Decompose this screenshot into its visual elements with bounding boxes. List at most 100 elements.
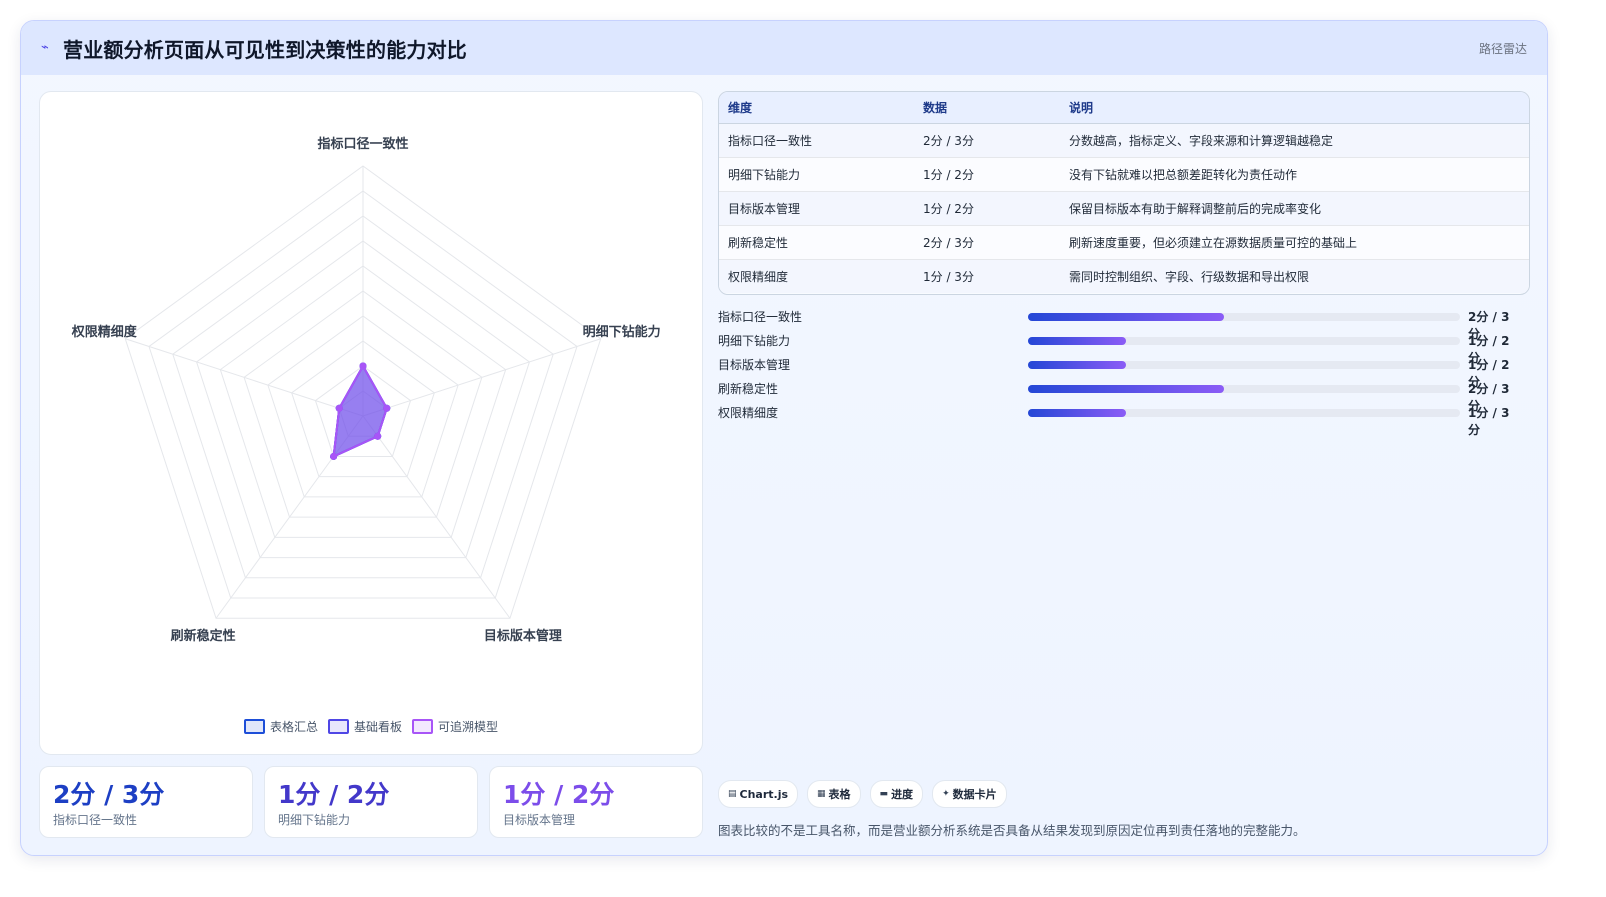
progress-label: 指标口径一致性 [718,310,803,324]
progress-fill [1028,361,1127,369]
progress-track [1028,313,1460,321]
progress-row: 目标版本管理 1分 / 2分 [718,353,1518,389]
radar-data-point [330,452,338,460]
stat-value: 1分 / 2分 [503,780,615,809]
table-cell: 保留目标版本有助于解释调整前后的完成率变化 [1060,191,1529,226]
chip-progress[interactable]: ▬ 进度 [869,780,924,808]
progress-label: 目标版本管理 [718,358,791,372]
column-header-data: 数据 [914,92,1060,124]
table-cell: 1分 / 2分 [914,191,1060,226]
chip-data-card[interactable]: ✦ 数据卡片 [932,780,1007,808]
comparison-table: 维度 数据 说明 指标口径一致性 2分 / 3分 分数越高，指标定义、字段来源和… [718,91,1530,295]
tag-chips: ▤ Chart.js ▦ 表格 ▬ 进度 ✦ 数据卡片 [718,780,1007,808]
radar-axis-label: 目标版本管理 [484,628,562,644]
table-row: 刷新稳定性 2分 / 3分 刷新速度重要，但必须建立在源数据质量可控的基础上 [719,225,1529,260]
progress-row: 权限精细度 1分 / 3分 [718,401,1518,437]
progress-row: 明细下钻能力 1分 / 2分 [718,329,1518,365]
table-cell: 明细下钻能力 [719,157,914,192]
radar-chart-card: 指标口径一致性 明细下钻能力 目标版本管理 刷新稳定性 权限精细度 表格汇总 基础看板 可追… [39,91,703,755]
progress-row: 刷新稳定性 2分 / 3分 [718,377,1518,413]
table-cell: 2分 / 3分 [914,225,1060,260]
progress-fill [1028,313,1225,321]
stat-value: 2分 / 3分 [53,780,165,809]
table-row: 目标版本管理 1分 / 2分 保留目标版本有助于解释调整前后的完成率变化 [719,191,1529,226]
table-row: 明细下钻能力 1分 / 2分 没有下钻就难以把总额差距转化为责任动作 [719,157,1529,192]
stat-card-1: 2分 / 3分 指标口径一致性 [39,766,253,838]
progress-icon: ▬ [879,789,889,799]
radar-grid-ring [243,290,483,518]
stat-label: 目标版本管理 [503,813,576,827]
radar-grid-ring [219,265,507,538]
radar-grid-ring [124,165,602,619]
radar-axis-label: 权限精细度 [71,324,138,340]
table-header-row: 维度 数据 说明 [719,92,1529,124]
table-cell: 2分 / 3分 [914,123,1060,158]
table-cell: 1分 / 2分 [914,157,1060,192]
progress-fill [1028,385,1225,393]
progress-track [1028,337,1460,345]
table-cell: 目标版本管理 [719,191,914,226]
line-chart-icon: ⌁ [41,40,49,55]
radar-data-point [383,404,391,412]
stat-card-3: 1分 / 2分 目标版本管理 [489,766,703,838]
radar-grid-ring [314,365,412,457]
radar-grid-ring [148,190,578,599]
chart-legend: 表格汇总 基础看板 可追溯模型 [40,718,702,735]
progress-value: 1分 / 2分 [1468,358,1510,389]
table-cell: 指标口径一致性 [719,123,914,158]
column-header-description: 说明 [1060,92,1529,124]
radar-axis-line [125,338,364,417]
table-row: 指标口径一致性 2分 / 3分 分数越高，指标定义、字段来源和计算逻辑越稳定 [719,123,1529,158]
table-cell: 刷新稳定性 [719,225,914,260]
progress-list: 指标口径一致性 2分 / 3分 明细下钻能力 1分 / 2分 目标版本管理 1分… [718,305,1518,437]
progress-value: 1分 / 3分 [1468,406,1510,437]
radar-data-point [374,432,382,440]
progress-label: 权限精细度 [718,406,779,420]
progress-fill [1028,337,1127,345]
stat-label: 指标口径一致性 [53,813,138,827]
legend-item[interactable]: 基础看板 [327,718,402,735]
chip-label: 进度 [891,788,914,801]
legend-label: 可追溯模型 [438,720,499,734]
chip-chartjs[interactable]: ▤ Chart.js [718,780,799,808]
chip-label: 数据卡片 [952,788,997,801]
progress-label: 明细下钻能力 [718,334,791,348]
radar-axis-line [362,338,601,417]
table-cell: 分数越高，指标定义、字段来源和计算逻辑越稳定 [1060,123,1529,158]
legend-swatch [412,719,433,734]
legend-swatch [243,719,265,734]
table-icon: ▦ [817,789,826,799]
legend-label: 表格汇总 [269,720,318,734]
stat-card-2: 1分 / 2分 明细下钻能力 [264,766,478,838]
progress-label: 刷新稳定性 [718,382,779,396]
radar-grid-ring [291,340,435,478]
table-cell: 1分 / 3分 [914,259,1060,293]
progress-track [1028,361,1460,369]
legend-label: 基础看板 [353,720,402,734]
table-cell: 权限精细度 [719,259,914,293]
footer-note: 图表比较的不是工具名称，而是营业额分析系统是否具备从结果发现到原因定位再到责任落… [718,823,1306,838]
radar-data-point [335,404,343,412]
radar-axis-label: 明细下钻能力 [583,324,661,340]
radar-axis-label: 指标口径一致性 [317,136,408,152]
radar-axis-line [362,415,511,619]
legend-swatch [327,719,349,734]
chip-table[interactable]: ▦ 表格 [807,780,861,808]
progress-track [1028,409,1460,417]
sparkle-icon: ✦ [942,789,950,799]
legend-item[interactable]: 表格汇总 [243,718,318,735]
progress-value: 2分 / 3分 [1468,382,1510,413]
radar-data-point [359,362,367,370]
table-row: 权限精细度 1分 / 3分 需同时控制组织、字段、行级数据和导出权限 [719,259,1529,293]
progress-track [1028,385,1460,393]
table-cell: 刷新速度重要，但必须建立在源数据质量可控的基础上 [1060,225,1529,260]
radar-grid-ring [195,240,531,559]
legend-item[interactable]: 可追溯模型 [412,718,498,735]
table-cell: 没有下钻就难以把总额差距转化为责任动作 [1060,157,1529,192]
column-header-dimension: 维度 [719,92,914,124]
progress-value: 2分 / 3分 [1468,310,1510,341]
chip-label: 表格 [828,788,851,801]
progress-value: 1分 / 2分 [1468,334,1510,365]
route-label[interactable]: 路径雷达 [1478,42,1527,56]
